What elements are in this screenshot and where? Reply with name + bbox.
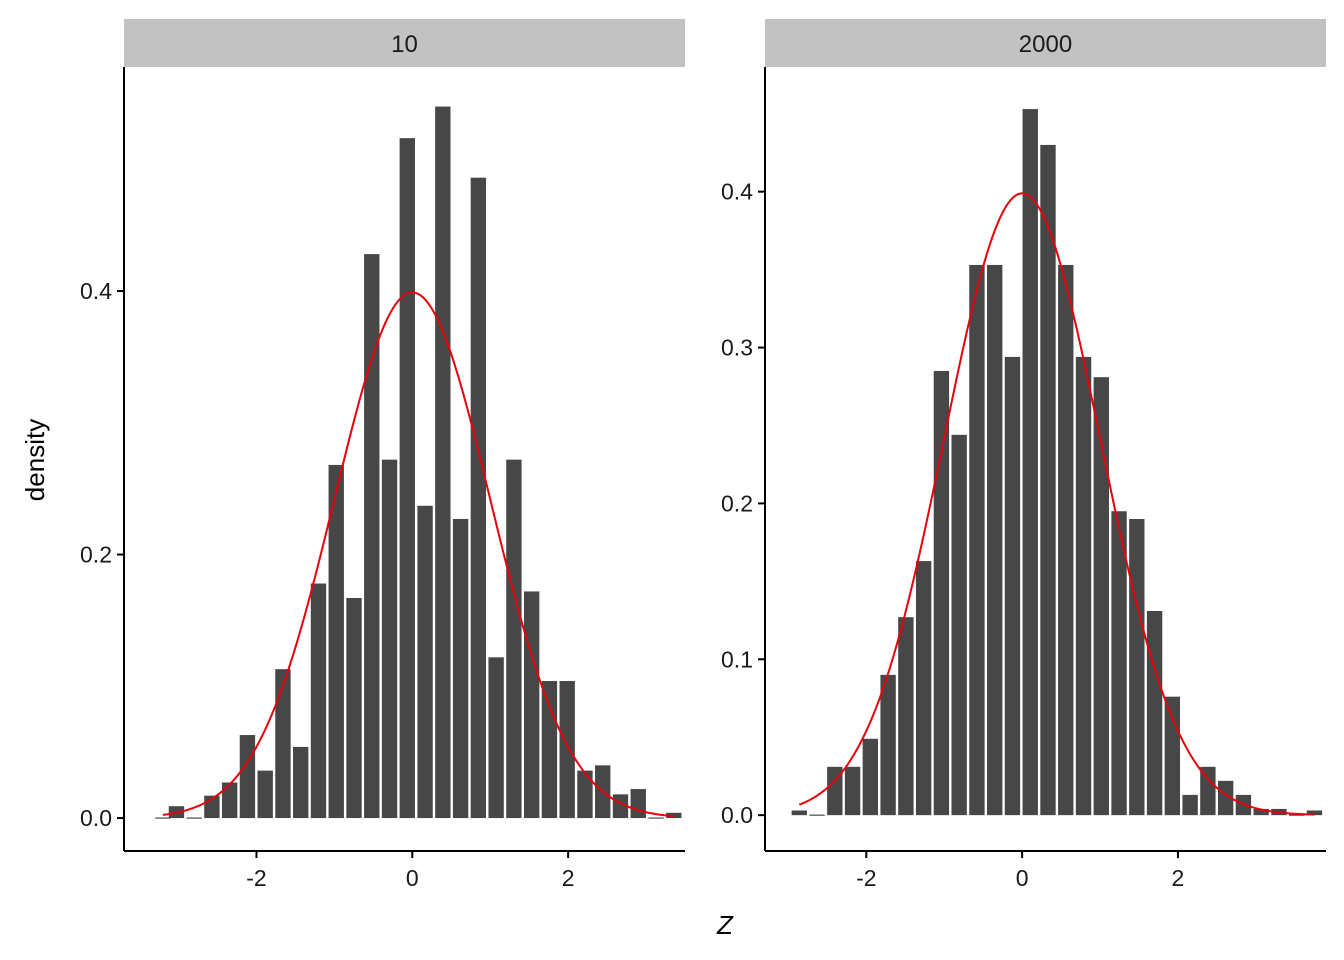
histogram-bar — [1058, 264, 1074, 816]
histogram-bar — [257, 770, 273, 819]
facet-2000-bars — [791, 109, 1323, 816]
histogram-bar — [827, 766, 843, 816]
histogram-bar — [221, 782, 238, 819]
x-tick-label: 0 — [1016, 865, 1029, 891]
histogram-bar — [987, 264, 1003, 816]
histogram-bar — [1004, 356, 1021, 816]
histogram-bar — [523, 591, 540, 819]
x-tick-label: 0 — [406, 865, 419, 891]
facet-10-bars — [155, 106, 682, 819]
histogram-bar — [809, 814, 825, 816]
histogram-bar — [399, 138, 415, 819]
histogram-bar — [1093, 377, 1109, 816]
histogram-bar — [1182, 794, 1198, 816]
histogram-bar — [951, 434, 967, 816]
histogram-bar — [915, 561, 932, 816]
y-tick-label: 0.4 — [80, 278, 112, 304]
histogram-bar — [648, 817, 664, 819]
y-tick-label: 0.3 — [721, 335, 753, 361]
facet-strip-10 — [124, 19, 685, 67]
x-tick-label: -2 — [856, 865, 876, 891]
histogram-bar — [1289, 814, 1305, 816]
x-axis-title: Z — [716, 910, 734, 940]
histogram-bar — [1146, 610, 1163, 816]
histogram-bar — [1306, 810, 1323, 816]
histogram-bar — [1164, 696, 1181, 816]
y-tick-label: 0.2 — [80, 542, 112, 568]
y-tick-label: 0.0 — [721, 802, 753, 828]
histogram-bar — [328, 464, 344, 819]
y-tick-label: 0.4 — [721, 179, 753, 205]
x-tick-label: 2 — [562, 865, 575, 891]
histogram-bar — [293, 746, 309, 819]
histogram-bar — [364, 254, 380, 819]
x-tick-label: 2 — [1172, 865, 1185, 891]
histogram-bar — [898, 617, 914, 816]
histogram-bar — [880, 674, 896, 816]
facet-strip-label-2000: 2000 — [1019, 31, 1072, 58]
histogram-bar — [630, 789, 646, 819]
histogram-bar — [310, 583, 327, 819]
y-axis-title: density — [20, 419, 50, 501]
histogram-bar — [577, 770, 593, 819]
x-tick-label: -2 — [246, 865, 266, 891]
histogram-bar — [275, 669, 291, 819]
facet-2000-density-curve — [798, 192, 1315, 816]
histogram-bar — [969, 264, 985, 816]
facet-2000: 2000 0.0 0.1 0.2 0.3 0.4 -2 0 2 — [721, 19, 1326, 891]
histogram-bar — [1022, 109, 1038, 816]
histogram-bar — [1075, 356, 1092, 816]
histogram-bar — [1217, 780, 1234, 816]
histogram-bar — [417, 505, 433, 819]
y-tick-label: 0.0 — [80, 805, 112, 831]
histogram-bar — [1200, 766, 1216, 816]
facet-10: 10 0.0 0.2 0.4 -2 0 2 — [80, 19, 685, 891]
histogram-bar — [791, 810, 807, 816]
histogram-bar — [559, 681, 575, 819]
histogram-bar — [435, 106, 451, 819]
facet-strip-label-10: 10 — [391, 31, 418, 58]
histogram-bar — [862, 738, 879, 816]
facet-strip-2000 — [765, 19, 1326, 67]
histogram-bar — [1040, 144, 1056, 816]
histogram-bar — [346, 598, 362, 819]
histogram-bar — [381, 459, 398, 819]
histogram-bar — [1129, 519, 1145, 816]
histogram-bar — [1111, 511, 1127, 816]
histogram-bar — [541, 681, 558, 819]
histogram-bar — [506, 459, 522, 819]
facet-10-density-curve — [162, 291, 674, 818]
histogram-bar — [844, 766, 861, 816]
facet-10-axes: 0.0 0.2 0.4 -2 0 2 — [80, 67, 685, 891]
facet-2000-axes: 0.0 0.1 0.2 0.3 0.4 -2 0 2 — [721, 67, 1326, 891]
y-tick-label: 0.1 — [721, 646, 753, 672]
histogram-bar — [155, 817, 171, 819]
histogram-bar — [488, 657, 504, 819]
y-tick-label: 0.2 — [721, 490, 753, 516]
histogram-bar — [239, 735, 256, 819]
histogram-bar — [452, 518, 469, 819]
histogram-bar — [186, 817, 202, 819]
histogram-bar — [470, 177, 487, 819]
histogram-bar — [1253, 808, 1269, 816]
histogram-bar — [933, 370, 950, 816]
